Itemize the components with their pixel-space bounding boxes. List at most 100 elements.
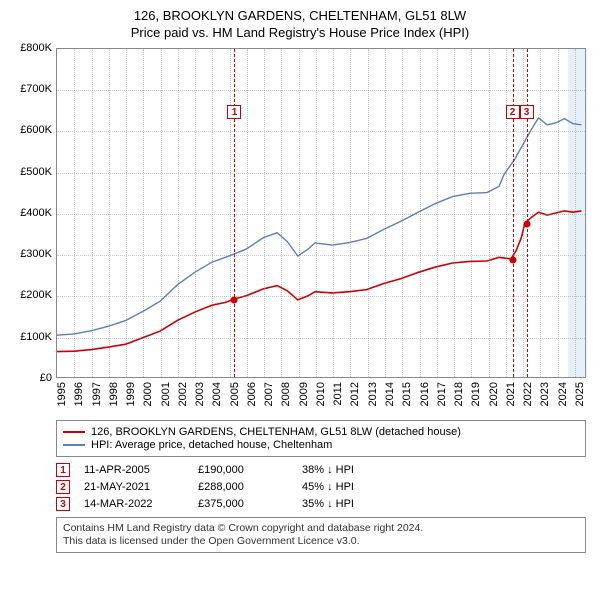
x-tick-label: 2016 xyxy=(419,382,431,406)
x-tick-label: 2010 xyxy=(315,382,327,406)
legend-label: 126, BROOKLYN GARDENS, CHELTENHAM, GL51 … xyxy=(91,426,461,438)
x-tick-label: 2001 xyxy=(160,382,172,406)
x-tick-label: 2021 xyxy=(505,382,517,406)
legend-row: 126, BROOKLYN GARDENS, CHELTENHAM, GL51 … xyxy=(63,426,579,438)
marker-box: 3 xyxy=(520,105,534,119)
chart: £0£100K£200K£300K£400K£500K£600K£700K£80… xyxy=(12,48,588,418)
event-date: 11-APR-2005 xyxy=(84,464,184,476)
event-number-box: 3 xyxy=(56,497,70,511)
grid-line-v xyxy=(316,49,317,377)
grid-line-v xyxy=(471,49,472,377)
event-delta: 38% ↓ HPI xyxy=(302,464,402,476)
footer-line2: This data is licensed under the Open Gov… xyxy=(63,535,579,548)
event-delta: 35% ↓ HPI xyxy=(302,498,402,510)
x-tick-label: 2003 xyxy=(194,382,206,406)
grid-line-v xyxy=(575,49,576,377)
grid-line-v xyxy=(74,49,75,377)
chart-container: 126, BROOKLYN GARDENS, CHELTENHAM, GL51 … xyxy=(0,0,600,590)
y-tick-label: £100K xyxy=(12,331,52,343)
grid-line-v xyxy=(143,49,144,377)
event-price: £190,000 xyxy=(198,464,288,476)
event-row: 1 11-APR-2005 £190,000 38% ↓ HPI xyxy=(56,463,586,477)
legend-swatch xyxy=(63,431,85,433)
grid-line-v xyxy=(489,49,490,377)
grid-line-v xyxy=(281,49,282,377)
y-tick-label: £0 xyxy=(12,372,52,384)
grid-line-v xyxy=(178,49,179,377)
x-tick-label: 2014 xyxy=(384,382,396,406)
legend: 126, BROOKLYN GARDENS, CHELTENHAM, GL51 … xyxy=(56,420,586,457)
x-tick-label: 2022 xyxy=(522,382,534,406)
x-axis: 1995199619971998199920002001200220032004… xyxy=(56,380,586,418)
marker-dot xyxy=(523,221,530,228)
x-tick-label: 2013 xyxy=(367,382,379,406)
x-tick-label: 2019 xyxy=(470,382,482,406)
event-number-box: 1 xyxy=(56,463,70,477)
marker-dot xyxy=(509,256,516,263)
marker-line xyxy=(513,49,514,377)
marker-box: 2 xyxy=(506,105,520,119)
event-delta: 45% ↓ HPI xyxy=(302,481,402,493)
x-tick-label: 2006 xyxy=(246,382,258,406)
x-tick-label: 1999 xyxy=(125,382,137,406)
y-tick-label: £200K xyxy=(12,289,52,301)
marker-dot xyxy=(231,297,238,304)
x-tick-label: 1997 xyxy=(91,382,103,406)
grid-line-v xyxy=(368,49,369,377)
grid-line-v xyxy=(437,49,438,377)
y-tick-label: £300K xyxy=(12,248,52,260)
x-tick-label: 2002 xyxy=(177,382,189,406)
x-tick-label: 2024 xyxy=(557,382,569,406)
x-tick-label: 1996 xyxy=(73,382,85,406)
grid-line-v xyxy=(350,49,351,377)
x-tick-label: 2023 xyxy=(539,382,551,406)
x-tick-label: 2012 xyxy=(349,382,361,406)
plot-area: 1 23 xyxy=(56,48,586,378)
x-tick-label: 2009 xyxy=(298,382,310,406)
y-tick-label: £800K xyxy=(12,42,52,54)
x-tick-label: 2007 xyxy=(263,382,275,406)
title-subtitle: Price paid vs. HM Land Registry's House … xyxy=(12,25,588,42)
grid-line-v xyxy=(454,49,455,377)
x-tick-label: 2017 xyxy=(436,382,448,406)
grid-line-v xyxy=(195,49,196,377)
series-hpi xyxy=(57,118,582,335)
grid-line-v xyxy=(212,49,213,377)
title-address: 126, BROOKLYN GARDENS, CHELTENHAM, GL51 … xyxy=(12,8,588,25)
grid-line-v xyxy=(558,49,559,377)
grid-line-v xyxy=(247,49,248,377)
titles: 126, BROOKLYN GARDENS, CHELTENHAM, GL51 … xyxy=(12,8,588,42)
marker-line xyxy=(527,49,528,377)
y-tick-label: £400K xyxy=(12,207,52,219)
grid-line-v xyxy=(109,49,110,377)
events-table: 1 11-APR-2005 £190,000 38% ↓ HPI 2 21-MAY-202… xyxy=(56,463,586,511)
grid-line-v xyxy=(385,49,386,377)
event-number-box: 2 xyxy=(56,480,70,494)
grid-line-v xyxy=(420,49,421,377)
grid-line-v xyxy=(264,49,265,377)
marker-box: 1 xyxy=(227,105,241,119)
legend-label: HPI: Average price, detached house, Chel… xyxy=(91,439,332,451)
grid-line-v xyxy=(540,49,541,377)
legend-row: HPI: Average price, detached house, Chel… xyxy=(63,439,579,451)
x-tick-label: 2015 xyxy=(401,382,413,406)
grid-line-v xyxy=(333,49,334,377)
x-tick-label: 2020 xyxy=(488,382,500,406)
event-date: 14-MAR-2022 xyxy=(84,498,184,510)
x-tick-label: 2011 xyxy=(332,382,344,406)
x-tick-label: 1998 xyxy=(108,382,120,406)
x-tick-label: 2005 xyxy=(229,382,241,406)
y-axis: £0£100K£200K£300K£400K£500K£600K£700K£80… xyxy=(12,48,54,378)
grid-line-v xyxy=(523,49,524,377)
event-row: 314-MAR-2022£375,00035% ↓ HPI xyxy=(56,497,586,511)
x-tick-label: 2000 xyxy=(142,382,154,406)
event-date: 21-MAY-2021 xyxy=(84,481,184,493)
footer-line1: Contains HM Land Registry data © Crown c… xyxy=(63,522,579,535)
footer: Contains HM Land Registry data © Crown c… xyxy=(56,517,586,553)
grid-line-v xyxy=(299,49,300,377)
y-tick-label: £600K xyxy=(12,124,52,136)
grid-line-v xyxy=(230,49,231,377)
legend-swatch xyxy=(63,444,85,446)
grid-line-v xyxy=(402,49,403,377)
grid-line-v xyxy=(506,49,507,377)
